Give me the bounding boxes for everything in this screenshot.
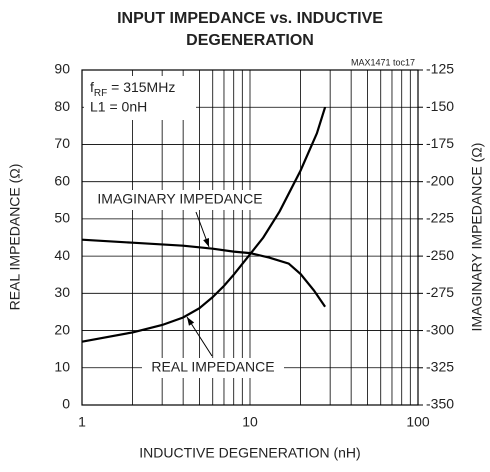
- y-axis-label: REAL IMPEDANCE (Ω): [7, 164, 23, 311]
- y-tick-label: 50: [54, 210, 70, 226]
- y2-tick-label: -250: [426, 247, 454, 263]
- chart-title: DEGENERATION: [186, 32, 314, 49]
- y2-tick-label: -325: [426, 358, 454, 374]
- y-tick-label: 70: [54, 135, 70, 151]
- series-line: [81, 238, 327, 308]
- y-tick-label: 60: [54, 172, 70, 188]
- series-label: IMAGINARY IMPEDANCE: [97, 191, 262, 207]
- arrow-head: [187, 317, 195, 326]
- x-axis-label: INDUCTIVE DEGENERATION (nH): [139, 445, 360, 461]
- y-tick-label: 80: [54, 98, 70, 114]
- y2-tick-label: -150: [426, 98, 454, 114]
- y2-tick-label: -125: [426, 61, 454, 77]
- y2-tick-label: -350: [426, 396, 454, 412]
- annotation-part: f: [90, 79, 94, 95]
- annotation: fRF = 315MHz: [90, 79, 175, 99]
- y-tick-label: 30: [54, 284, 70, 300]
- annotation: MAX1471 toc17: [351, 57, 415, 67]
- chart-title: INPUT IMPEDANCE vs. INDUCTIVE: [117, 10, 383, 27]
- y2-tick-label: -300: [426, 321, 454, 337]
- y2-tick-label: -200: [426, 172, 454, 188]
- y-tick-label: 0: [62, 396, 70, 412]
- x-tick-label: 100: [406, 414, 430, 430]
- plot-frame: [81, 69, 419, 406]
- y-tick-label: 40: [54, 247, 70, 263]
- annotation-part: RF: [94, 88, 107, 99]
- series-label: REAL IMPEDANCE: [151, 359, 274, 375]
- y-tick-label: 10: [54, 358, 70, 374]
- y2-tick-label: -225: [426, 210, 454, 226]
- x-tick-label: 1: [78, 414, 86, 430]
- y2-tick-label: -275: [426, 284, 454, 300]
- arrow-head: [203, 238, 209, 247]
- annotation-part: = 315MHz: [107, 79, 175, 95]
- label-bg: [88, 190, 272, 210]
- label-bg: [142, 358, 284, 378]
- y-tick-label: 20: [54, 321, 70, 337]
- y2-tick-label: -175: [426, 135, 454, 151]
- x-tick-label: 10: [242, 414, 258, 430]
- series-line: [81, 106, 327, 343]
- label-bg: [84, 76, 196, 120]
- y2-axis-label: IMAGINARY IMPEDANCE (Ω): [469, 143, 485, 332]
- y-tick-label: 90: [54, 61, 70, 77]
- annotation: L1 = 0nH: [90, 99, 147, 115]
